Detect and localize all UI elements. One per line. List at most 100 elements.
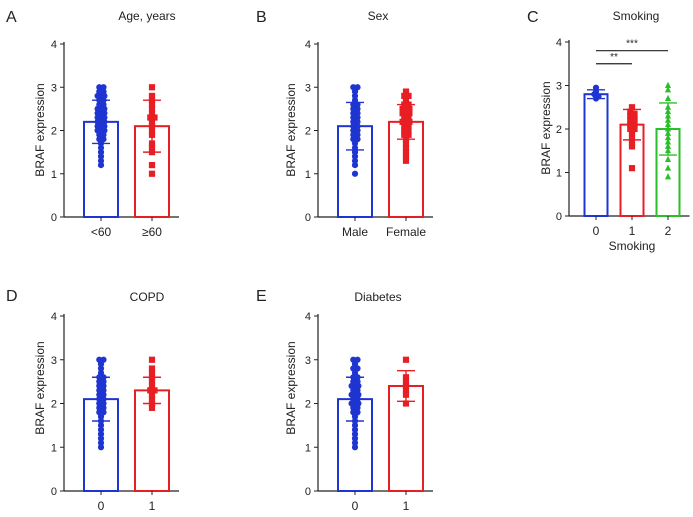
panel-e: E Diabetes BRAF expression 0 1 2 3 4 0 1	[256, 288, 433, 513]
data-point	[401, 92, 408, 99]
data-point	[399, 118, 406, 125]
y-tick-label: 1	[51, 169, 57, 181]
data-point	[97, 365, 105, 372]
y-tick-label: 0	[51, 212, 57, 224]
data-point	[351, 444, 359, 451]
x-tick-label: <60	[91, 225, 112, 239]
y-tick-label: 2	[51, 399, 57, 411]
x-tick-label: 1	[629, 224, 636, 238]
data-point	[151, 387, 158, 394]
y-tick-label: 1	[305, 442, 311, 454]
data-point	[401, 131, 408, 138]
data-point	[405, 123, 412, 130]
y-tick-label: 4	[51, 39, 57, 51]
chart-title: Smoking	[613, 9, 660, 23]
y-tick-label: 3	[305, 82, 311, 94]
y-axis-label: BRAF expression	[33, 83, 47, 176]
data-point	[147, 387, 154, 394]
y-tick-label: 4	[556, 37, 562, 49]
data-point	[354, 136, 361, 143]
y-tick-label: 4	[305, 311, 311, 323]
panel-c: C Smoking BRAF expression 0 1 2 3 4 0 1 2 Smoking **…	[527, 9, 690, 253]
data-point	[148, 369, 156, 376]
chart-title: Sex	[368, 9, 389, 23]
data-point	[148, 84, 156, 91]
data-point	[664, 94, 672, 102]
data-point	[351, 157, 359, 164]
data-point	[405, 114, 412, 121]
data-point	[97, 444, 105, 451]
y-tick-label: 2	[305, 126, 311, 138]
data-point	[148, 356, 156, 363]
data-point	[631, 125, 638, 133]
y-tick-label: 3	[51, 82, 57, 94]
data-point	[354, 409, 361, 416]
data-point	[401, 127, 408, 134]
data-point	[100, 88, 107, 95]
data-point	[148, 404, 156, 411]
data-point	[627, 108, 634, 115]
data-point	[97, 431, 105, 438]
data-point	[97, 369, 105, 376]
data-point	[402, 88, 410, 95]
data-point	[354, 356, 361, 363]
x-tick-label: ≥60	[142, 225, 162, 239]
x-tick-label: 1	[149, 499, 156, 513]
data-point	[631, 115, 638, 122]
data-point	[664, 86, 672, 93]
data-point	[351, 162, 359, 169]
data-point	[354, 84, 361, 91]
data-point	[354, 378, 361, 385]
y-tick-label: 1	[556, 168, 562, 180]
panel-a: A Age, years BRAF expression 0 1 2 3 4 <60 ≥60	[6, 9, 179, 239]
panel-letter: B	[256, 9, 267, 26]
data-point	[100, 136, 107, 143]
chart-title: Diabetes	[354, 290, 401, 304]
data-point	[401, 114, 408, 121]
x-tick-label: Male	[342, 225, 368, 239]
data-point	[402, 144, 410, 151]
data-point	[100, 356, 107, 363]
data-point	[627, 112, 634, 120]
x-tick-label: 1	[403, 499, 410, 513]
data-point	[100, 84, 107, 91]
data-point	[97, 426, 105, 433]
x-tick-label: 0	[593, 224, 600, 238]
x-tick-label: Female	[386, 225, 426, 239]
y-tick-label: 3	[556, 81, 562, 93]
data-point	[402, 400, 410, 407]
data-point	[354, 114, 361, 121]
x-tick-label: 0	[352, 499, 359, 513]
data-point	[628, 104, 636, 111]
y-tick-label: 2	[51, 126, 57, 138]
data-point	[627, 117, 634, 124]
data-point	[627, 121, 634, 128]
data-point	[354, 123, 361, 130]
panel-letter: D	[6, 288, 18, 305]
data-point	[100, 378, 107, 385]
y-tick-label: 4	[305, 39, 311, 51]
data-point	[631, 110, 638, 117]
data-point	[406, 110, 413, 117]
chart-title: COPD	[130, 290, 165, 304]
panel-letter: C	[527, 9, 539, 26]
y-tick-label: 0	[305, 486, 311, 498]
data-point	[148, 170, 156, 177]
data-point	[628, 138, 636, 146]
data-point	[354, 105, 361, 112]
data-point	[405, 92, 412, 99]
data-point	[100, 396, 107, 403]
panel-letter: A	[6, 9, 17, 26]
y-tick-label: 0	[305, 212, 311, 224]
data-point	[100, 101, 107, 108]
data-point	[97, 422, 105, 429]
data-point	[351, 153, 359, 160]
data-point	[97, 435, 105, 442]
data-point	[664, 173, 672, 180]
data-point	[351, 170, 359, 177]
chart-title: Age, years	[118, 9, 175, 23]
data-point	[664, 164, 672, 171]
data-point	[351, 439, 359, 446]
significance-label: ***	[626, 39, 638, 50]
data-point	[628, 143, 636, 150]
